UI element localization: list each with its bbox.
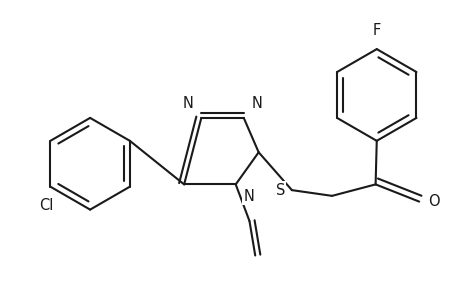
- Text: N: N: [251, 96, 262, 111]
- Text: N: N: [243, 189, 254, 204]
- Text: N: N: [182, 96, 193, 111]
- Text: F: F: [372, 22, 380, 38]
- Text: S: S: [275, 183, 285, 198]
- Text: O: O: [427, 194, 439, 209]
- Text: Cl: Cl: [39, 198, 53, 213]
